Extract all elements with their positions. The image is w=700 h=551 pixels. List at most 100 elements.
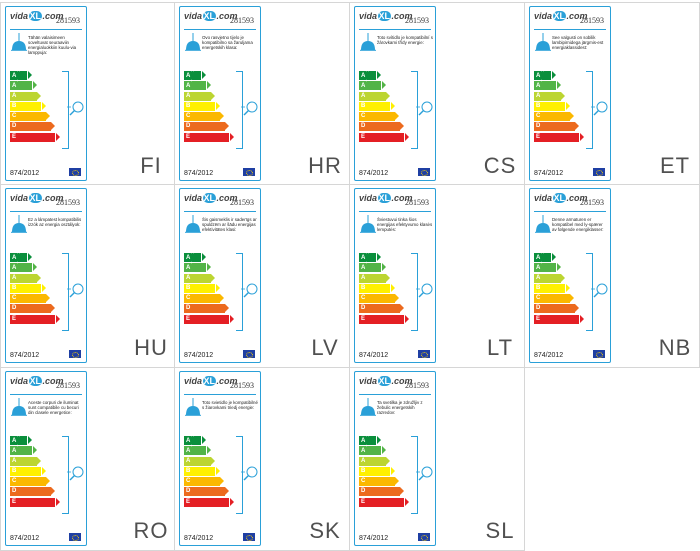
energy-class-plus: ++ — [16, 69, 21, 73]
brand-logo: vida XL .com — [359, 376, 413, 386]
compatibility-text: Šis gaismeklis ir saderīgs ar spuldzēm a… — [202, 217, 257, 232]
bulb-icon — [591, 101, 608, 116]
energy-class-plus: + — [190, 261, 193, 266]
regulation-number: 874/2012 — [359, 535, 389, 542]
energy-class-plus: ++ — [540, 69, 545, 73]
label-cell-hu: vida XL .com 281593 Ez a lámpatest kompati… — [0, 185, 175, 368]
pendant-lamp-icon — [185, 215, 201, 233]
regulation-number: 874/2012 — [10, 535, 40, 542]
energy-class-letter: A — [536, 255, 541, 261]
language-code: SK — [309, 518, 341, 543]
energy-class-letter: B — [186, 467, 191, 474]
energy-class-scale: A++ A+ A B C D E — [10, 69, 70, 143]
compatibility-text: Toto svietidlo je kompatibilné s žiarovk… — [202, 400, 258, 410]
bulb-icon — [67, 283, 84, 298]
pendant-lamp-icon — [535, 33, 551, 51]
energy-class-scale: A++ A+ A B C D E — [184, 434, 244, 508]
language-code: HU — [134, 335, 168, 360]
class-range-bracket — [62, 71, 69, 149]
brand-logo: vida XL .com — [184, 11, 238, 21]
energy-class-letter: E — [536, 315, 541, 322]
product-code: 281593 — [230, 198, 254, 207]
language-code: HR — [308, 153, 342, 178]
energy-class-letter: A — [12, 73, 17, 79]
bulb-icon — [241, 466, 258, 481]
energy-class-bar: E — [359, 497, 409, 507]
brand-logo: vida XL .com — [184, 376, 238, 386]
product-code: 281593 — [56, 198, 80, 207]
energy-class-letter: A — [361, 438, 366, 444]
class-range-bracket — [236, 253, 243, 331]
header-divider — [534, 211, 606, 212]
brand-logo: vida XL .com — [359, 193, 413, 203]
language-code: ET — [659, 153, 691, 178]
energy-class-letter: A — [536, 83, 541, 90]
class-range-bracket — [586, 71, 593, 149]
energy-class-letter: A — [12, 438, 17, 444]
regulation-number: 874/2012 — [359, 170, 389, 177]
energy-class-plus: ++ — [365, 251, 370, 255]
brand-logo: vida XL .com — [10, 193, 64, 203]
eu-flag-icon — [418, 168, 430, 176]
energy-class-bar: A++ — [534, 69, 557, 80]
product-code: 281593 — [56, 16, 80, 25]
energy-class-letter: E — [12, 498, 17, 505]
energy-class-letter: D — [361, 123, 366, 130]
pendant-lamp-icon — [11, 215, 27, 233]
energy-class-scale: A++ A+ A B C D E — [359, 434, 419, 508]
energy-class-bar: A — [534, 273, 565, 283]
eu-flag-icon — [593, 168, 605, 176]
energy-class-letter: B — [361, 284, 366, 291]
energy-class-letter: C — [186, 478, 191, 485]
product-code: 281593 — [580, 198, 604, 207]
bulb-icon — [67, 466, 84, 481]
header-divider — [359, 394, 431, 395]
energy-class-letter: A — [186, 457, 191, 464]
energy-class-letter: E — [12, 133, 17, 140]
label-cell-cs: vida XL .com 281593 Toto svítidlo je kompa… — [350, 2, 525, 185]
energy-class-bar: D — [184, 487, 229, 497]
eu-flag-icon — [69, 533, 81, 541]
energy-class-letter: A — [12, 255, 17, 261]
header-divider — [534, 29, 606, 30]
energy-class-bar: A — [10, 456, 41, 466]
energy-class-bar: A+ — [184, 261, 211, 273]
energy-class-plus: + — [16, 444, 19, 449]
energy-class-bar: A+ — [534, 79, 561, 91]
energy-class-bar: C — [184, 294, 225, 304]
energy-class-letter: A — [186, 73, 191, 79]
energy-class-letter: A — [536, 274, 541, 281]
energy-class-bar: A++ — [10, 434, 33, 445]
energy-class-plus: ++ — [190, 434, 195, 438]
energy-class-scale: A++ A+ A B C D E — [10, 251, 70, 325]
header-divider — [10, 394, 82, 395]
energy-class-plus: ++ — [540, 251, 545, 255]
language-code: RO — [133, 518, 169, 543]
energy-class-letter: A — [361, 83, 366, 90]
energy-class-letter: B — [12, 102, 17, 109]
energy-class-bar: A — [184, 91, 215, 101]
compatibility-text: See valgusti on sobilik lambipirnidega j… — [552, 35, 604, 50]
energy-class-letter: A — [361, 274, 366, 281]
energy-class-letter: E — [536, 133, 541, 140]
regulation-number: 874/2012 — [184, 352, 214, 359]
energy-class-plus: ++ — [190, 251, 195, 255]
energy-class-bar: D — [534, 122, 579, 132]
energy-class-bar: A+ — [184, 445, 211, 456]
energy-class-plus: + — [540, 79, 543, 84]
pendant-lamp-icon — [185, 398, 201, 416]
header-divider — [10, 211, 82, 212]
class-range-bracket — [62, 436, 69, 514]
energy-class-bar: D — [534, 304, 579, 314]
energy-class-bar: A — [359, 91, 390, 101]
energy-label-card: vida XL .com 281593 Aceste corpuri de ilum… — [5, 371, 87, 546]
energy-label-card: vida XL .com 281593 Toto svítidlo je kompa… — [354, 6, 436, 181]
energy-class-letter: D — [186, 123, 191, 130]
energy-class-bar: B — [10, 466, 47, 476]
energy-class-letter: A — [186, 448, 191, 455]
energy-class-letter: A — [361, 265, 366, 272]
energy-class-letter: A — [12, 448, 17, 455]
energy-class-letter: A — [536, 265, 541, 272]
energy-class-bar: A+ — [184, 80, 211, 91]
